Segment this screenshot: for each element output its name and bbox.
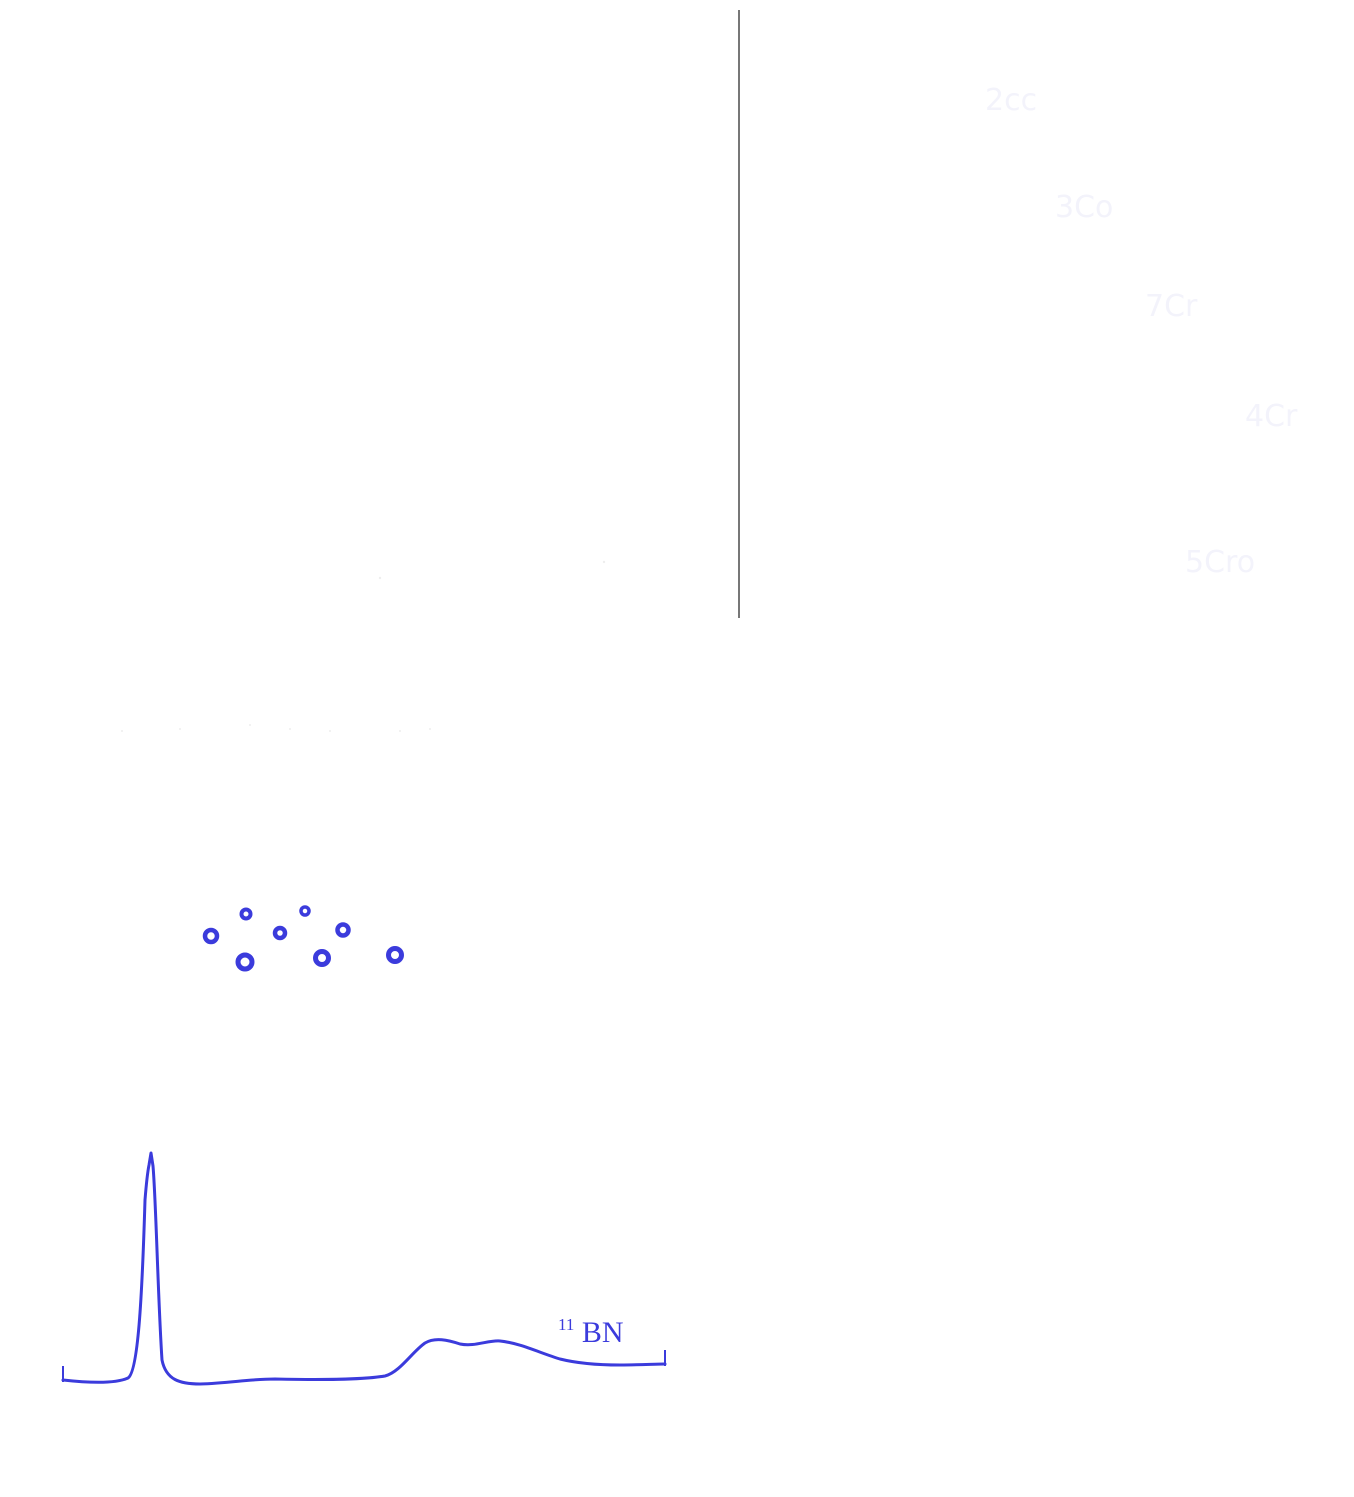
- dot-4: [272, 925, 288, 941]
- dot-7: [313, 949, 331, 967]
- label-2cc: 2cc: [985, 83, 1037, 118]
- label-7cr: 7Cr: [1145, 289, 1198, 324]
- dot-2: [299, 905, 311, 917]
- spectrum-label: 11 BN: [558, 1304, 624, 1349]
- dot-8: [386, 946, 404, 964]
- label-3co: 3Co: [1055, 190, 1113, 225]
- spectrum-label-main: BN: [582, 1316, 624, 1349]
- dot-6: [235, 952, 255, 972]
- label-5cro: 5Cro: [1185, 545, 1255, 580]
- dot-5: [335, 922, 351, 938]
- dot-1: [239, 907, 253, 921]
- spectrum-curve: [61, 1151, 667, 1386]
- faint-specks: [121, 560, 606, 732]
- label-4cr: 4Cr: [1245, 399, 1298, 434]
- right-panel-labels: 2cc 3Co 7Cr 4Cr 5Cro: [985, 83, 1298, 580]
- spectrum-label-superscript: 11: [558, 1315, 574, 1334]
- dot-cluster: [202, 905, 404, 972]
- dot-3: [202, 927, 220, 945]
